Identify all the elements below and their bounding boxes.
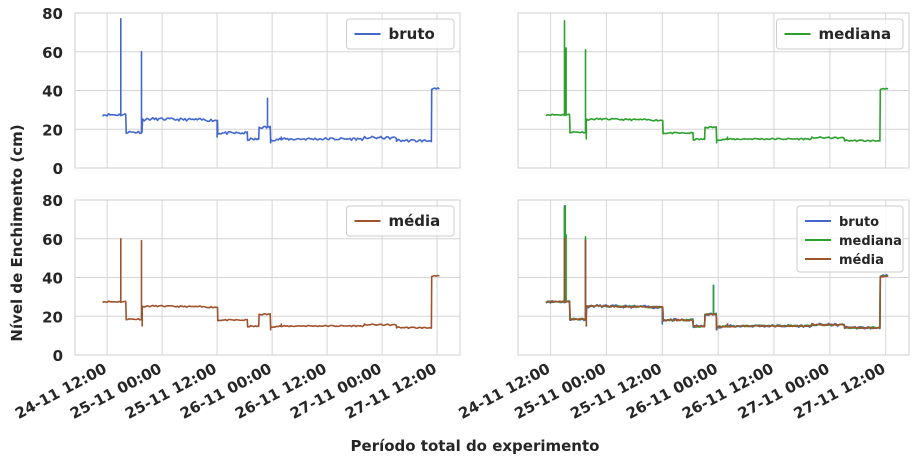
panel-bottom-left: média bbox=[74, 199, 461, 356]
y-tick-label: 80 bbox=[42, 5, 63, 23]
legend-box bbox=[796, 205, 904, 273]
panel-top-right: mediana bbox=[517, 12, 910, 169]
y-tick-label: 80 bbox=[42, 192, 63, 210]
series-line-bruto bbox=[102, 18, 440, 144]
y-tick-label: 0 bbox=[53, 347, 63, 365]
panel-frame bbox=[517, 12, 910, 169]
legend-label-mediana: mediana bbox=[839, 234, 902, 249]
legend-box bbox=[346, 18, 455, 50]
legend: bruto bbox=[346, 18, 455, 50]
panel-frame bbox=[74, 12, 461, 169]
y-tick-label: 20 bbox=[42, 308, 63, 326]
y-tick-label: 60 bbox=[42, 231, 63, 249]
legend-label-bruto: bruto bbox=[389, 25, 435, 43]
y-tick-label: 0 bbox=[53, 160, 63, 178]
legend-box bbox=[346, 205, 455, 237]
legend: bruto mediana média bbox=[796, 205, 904, 273]
y-tick-label: 60 bbox=[42, 44, 63, 62]
legend-box bbox=[776, 18, 904, 50]
legend-label-mediana: mediana bbox=[819, 25, 892, 43]
legend: mediana bbox=[776, 18, 904, 50]
panel-frame bbox=[74, 199, 461, 356]
legend-label-média: média bbox=[389, 212, 441, 230]
y-tick-label: 20 bbox=[42, 121, 63, 139]
panel-bottom-right: bruto mediana média bbox=[517, 199, 910, 356]
series-line-média bbox=[102, 238, 440, 331]
legend-label-bruto: bruto bbox=[839, 215, 879, 230]
x-tick-label: 24-11 12:00 bbox=[456, 359, 554, 422]
legend: média bbox=[346, 205, 455, 237]
legend-label-média: média bbox=[839, 253, 884, 268]
series-line-média bbox=[545, 238, 889, 331]
y-axis-label: Nível de Enchimento (cm) bbox=[8, 124, 26, 341]
panel-frame bbox=[517, 199, 910, 356]
panel-top-left: bruto bbox=[74, 12, 461, 169]
y-tick-label: 40 bbox=[42, 83, 63, 101]
x-axis-label: Período total do experimento bbox=[351, 437, 600, 455]
series-line-mediana bbox=[545, 20, 889, 144]
y-tick-label: 40 bbox=[42, 270, 63, 288]
panels-layer: bruto mediana média bruto mediana média bbox=[74, 12, 910, 356]
